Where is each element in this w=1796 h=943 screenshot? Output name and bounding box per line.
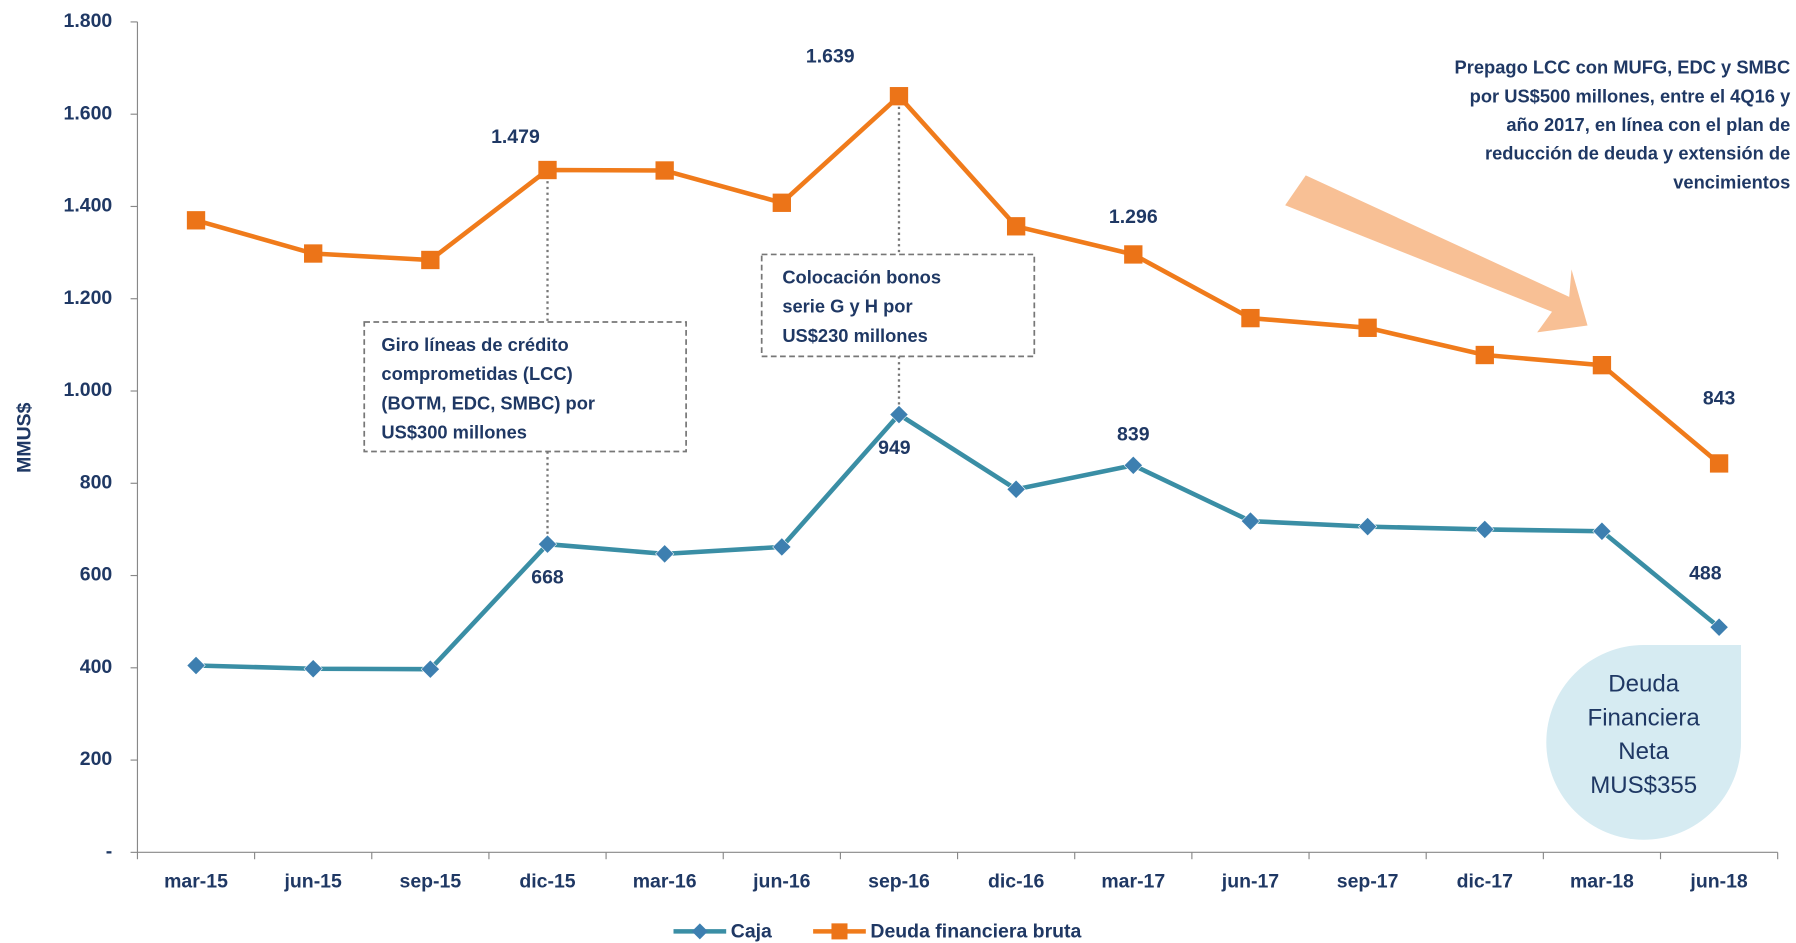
annotation-box [363,321,687,453]
marker [772,193,791,212]
annotation-text: Deuda [1608,670,1679,697]
annotation-box [760,253,1036,358]
marker [1123,455,1143,475]
y-tick-label: 800 [80,471,113,493]
data-label: 668 [531,567,564,589]
marker [655,161,674,180]
marker [1709,617,1729,637]
annotation-text: (BOTM, EDC, SMBC) por [381,392,595,413]
y-tick-label: 1.400 [64,195,113,217]
annotation-text: vencimientos [1673,171,1790,192]
marker [1124,245,1143,264]
data-label: 1.479 [491,126,540,148]
series-line [195,411,1721,672]
marker [1358,517,1378,537]
net-debt-bubble [1546,645,1742,840]
annotation-text: año 2017, en línea con el plan de [1506,114,1790,135]
x-tick-label: jun-17 [1221,870,1279,892]
marker [1358,318,1377,337]
annotation-text: serie G y H por [782,296,912,317]
annotation-text: US$230 millones [782,325,928,346]
data-label: 839 [1117,424,1150,446]
marker [1592,521,1612,541]
y-tick-label: 200 [80,748,113,770]
legend-marker [831,923,848,940]
x-tick-label: jun-16 [752,870,811,892]
x-tick-label: sep-15 [400,870,462,892]
x-tick-label: dic-15 [519,870,575,892]
annotation-text: Financiera [1588,704,1701,731]
y-tick-label: 400 [80,656,113,678]
annotation-text: US$300 millones [381,422,527,443]
marker [421,250,440,270]
marker [537,534,558,554]
annotation-text: por US$500 millones, entre el 4Q16 y [1470,85,1791,106]
marker [1006,479,1026,499]
annotation-text: Neta [1618,738,1669,765]
x-tick-label: dic-17 [1457,870,1513,892]
y-tick-label: 1.000 [64,379,113,401]
annotation-text: reducción de deuda y extensión de [1485,143,1790,164]
x-tick-label: dic-16 [988,870,1044,892]
legend-label: Caja [731,921,772,943]
marker [889,87,909,106]
marker [1240,511,1261,531]
marker [1592,356,1612,375]
marker [1475,519,1495,539]
marker [420,659,440,679]
data-label: 949 [878,437,911,459]
marker [1475,345,1494,365]
marker [538,160,557,180]
x-tick-label: mar-15 [164,870,228,892]
annotation-text: Colocación bonos [782,266,941,287]
marker [1241,308,1260,328]
x-tick-label: mar-17 [1101,870,1165,892]
x-tick-label: mar-16 [633,870,697,892]
x-tick-label: jun-15 [284,870,343,892]
legend-marker [691,923,708,940]
data-label: 843 [1703,387,1736,409]
annotation-text: MUS$355 [1590,772,1697,799]
x-tick-label: sep-17 [1337,870,1399,892]
y-tick-label: 1.200 [64,287,113,309]
marker [772,537,792,557]
x-tick-label: sep-16 [868,870,930,892]
series-line [195,92,1721,466]
legend-label: Deuda financiera bruta [870,921,1081,943]
x-tick-label: jun-18 [1689,870,1748,892]
trend-arrow [1285,175,1588,333]
data-label: 1.639 [806,45,855,67]
marker [655,544,675,564]
data-label: 488 [1689,563,1722,585]
marker [1006,217,1026,236]
y-axis-label: MMUS$ [13,402,35,472]
marker [889,404,909,425]
annotation-text: comprometidas (LCC) [381,363,572,384]
data-label: 1.296 [1109,206,1158,228]
y-tick-label: 1.600 [64,102,113,124]
marker [304,244,323,263]
y-tick-label: - [106,840,112,862]
annotation-text: Giro líneas de crédito [381,334,568,355]
x-tick-label: mar-18 [1570,870,1634,892]
marker [303,659,323,679]
y-tick-label: 600 [80,564,113,586]
y-tick-label: 1.800 [64,10,113,32]
marker [186,211,206,230]
marker [186,655,206,676]
marker [1709,454,1729,473]
annotation-text: Prepago LCC con MUFG, EDC y SMBC [1455,57,1791,78]
